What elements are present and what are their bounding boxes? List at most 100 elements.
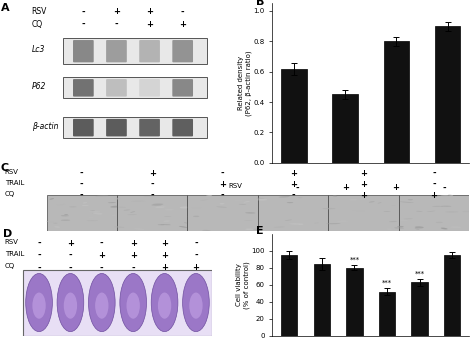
FancyBboxPatch shape: [139, 40, 160, 62]
Text: -: -: [344, 201, 348, 210]
Ellipse shape: [443, 195, 453, 196]
Ellipse shape: [256, 198, 264, 199]
Ellipse shape: [400, 220, 408, 221]
Ellipse shape: [397, 226, 404, 227]
Text: CQ: CQ: [229, 201, 239, 207]
Text: +: +: [113, 7, 120, 16]
Ellipse shape: [144, 196, 151, 197]
Ellipse shape: [299, 224, 303, 225]
Ellipse shape: [131, 201, 145, 202]
Ellipse shape: [450, 226, 461, 228]
Ellipse shape: [233, 200, 244, 201]
Ellipse shape: [408, 199, 413, 200]
Ellipse shape: [202, 230, 210, 231]
Ellipse shape: [93, 213, 103, 214]
Text: -: -: [432, 169, 436, 178]
Text: -: -: [295, 201, 299, 210]
Bar: [332, 95, 358, 163]
Ellipse shape: [189, 293, 202, 319]
Text: +: +: [146, 7, 153, 16]
Text: +: +: [161, 251, 168, 260]
Text: -: -: [194, 239, 198, 248]
Text: +: +: [290, 180, 297, 189]
Ellipse shape: [87, 217, 96, 218]
Bar: [258, 195, 328, 231]
Ellipse shape: [184, 222, 188, 223]
Ellipse shape: [274, 226, 285, 227]
Ellipse shape: [89, 211, 100, 212]
Ellipse shape: [69, 206, 76, 207]
Ellipse shape: [153, 203, 164, 205]
Ellipse shape: [26, 274, 53, 332]
Text: -: -: [100, 239, 104, 248]
Ellipse shape: [180, 206, 190, 208]
Ellipse shape: [158, 224, 164, 225]
FancyBboxPatch shape: [173, 79, 193, 97]
Ellipse shape: [441, 205, 451, 207]
Bar: [314, 264, 330, 336]
Text: -: -: [37, 263, 41, 273]
Ellipse shape: [441, 227, 447, 230]
Bar: [23, 270, 211, 336]
Ellipse shape: [55, 226, 60, 227]
Ellipse shape: [394, 227, 404, 228]
Ellipse shape: [134, 228, 144, 230]
Ellipse shape: [82, 202, 87, 203]
Text: RSV: RSV: [229, 183, 243, 190]
FancyBboxPatch shape: [73, 119, 94, 136]
Text: P62: P62: [32, 82, 46, 91]
Ellipse shape: [436, 222, 443, 223]
Ellipse shape: [151, 274, 178, 332]
Text: -: -: [292, 191, 295, 200]
Text: CQ: CQ: [5, 263, 15, 270]
FancyBboxPatch shape: [106, 79, 127, 97]
Text: +: +: [290, 169, 297, 178]
Y-axis label: Related density
(P62, β-actin ratio): Related density (P62, β-actin ratio): [238, 50, 252, 116]
Text: +: +: [130, 239, 137, 248]
Bar: [383, 41, 409, 163]
Text: +: +: [146, 20, 153, 29]
Ellipse shape: [188, 215, 195, 217]
Text: RSV: RSV: [5, 239, 18, 245]
Ellipse shape: [165, 224, 171, 225]
Ellipse shape: [127, 293, 140, 319]
Text: +: +: [161, 239, 168, 248]
Ellipse shape: [161, 224, 171, 225]
Text: -: -: [432, 180, 436, 189]
Text: -: -: [115, 20, 118, 29]
Ellipse shape: [76, 217, 85, 218]
Text: D: D: [3, 229, 12, 239]
Ellipse shape: [333, 196, 337, 197]
Ellipse shape: [64, 293, 77, 319]
Bar: [379, 292, 395, 336]
Ellipse shape: [64, 214, 68, 215]
Ellipse shape: [182, 274, 210, 332]
Text: ***: ***: [415, 270, 425, 276]
FancyBboxPatch shape: [106, 119, 127, 136]
Text: C: C: [0, 163, 8, 173]
Bar: [444, 255, 460, 336]
Ellipse shape: [219, 203, 225, 204]
Ellipse shape: [337, 221, 348, 222]
FancyBboxPatch shape: [139, 119, 160, 136]
Ellipse shape: [155, 206, 165, 208]
Text: -: -: [295, 183, 299, 193]
Text: -: -: [80, 180, 83, 189]
Bar: [117, 195, 187, 231]
FancyBboxPatch shape: [73, 40, 94, 62]
Ellipse shape: [89, 274, 115, 332]
Text: β-actin: β-actin: [32, 122, 58, 131]
Text: -: -: [82, 7, 85, 16]
Text: B: B: [256, 0, 265, 7]
Ellipse shape: [57, 274, 84, 332]
Ellipse shape: [108, 202, 116, 203]
Text: -: -: [100, 263, 104, 273]
Ellipse shape: [114, 226, 124, 228]
Ellipse shape: [404, 218, 413, 219]
Ellipse shape: [427, 211, 436, 212]
Ellipse shape: [383, 211, 391, 212]
Y-axis label: Cell viability
(% of control): Cell viability (% of control): [236, 261, 250, 308]
Ellipse shape: [285, 220, 292, 221]
Ellipse shape: [90, 210, 95, 211]
Text: +: +: [98, 251, 105, 260]
